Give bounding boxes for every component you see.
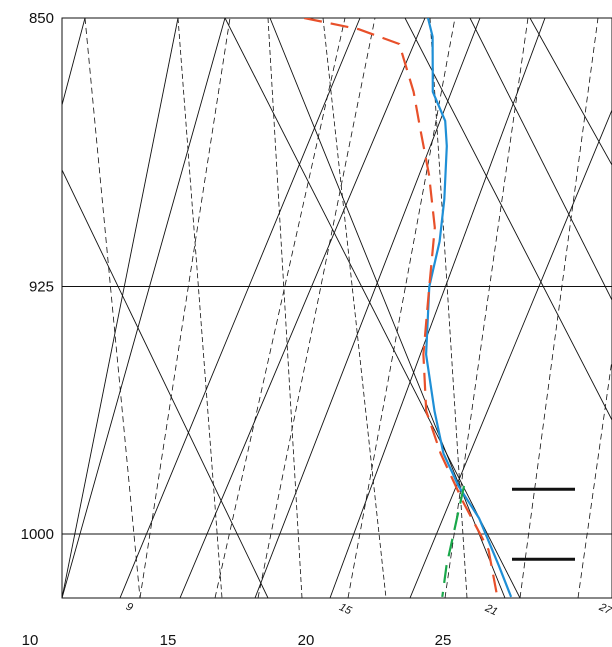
dry-adiabat-line [329, 18, 546, 598]
mixing-ratio-labels: 9 15 21 27 [124, 601, 612, 619]
x-tick-label-10: 10 [22, 632, 39, 647]
mixing-ratio-line [84, 18, 141, 598]
dry-adiabat-line [404, 18, 612, 421]
y-tick-label-1000: 1000 [21, 526, 54, 543]
dry-adiabat-line [469, 18, 612, 301]
dry-adiabat-line [62, 18, 179, 598]
mixing-ratio-line [444, 18, 529, 598]
dry-adiabat-line [62, 18, 226, 598]
mixing-ratio-line [347, 18, 456, 598]
pressure-gridlines [62, 17, 612, 535]
wind-barbs [512, 487, 575, 561]
dry-adiabat-line [529, 18, 612, 166]
moist-adiabat-line [177, 18, 223, 598]
y-tick-labels: 850 925 1000 [21, 10, 54, 543]
mixing-ratio-line [214, 18, 346, 598]
x-tick-label-15: 15 [160, 632, 177, 647]
x-tick-label-25: 25 [435, 632, 452, 647]
dry-adiabat-line [409, 109, 612, 598]
mixing-ratio-line [257, 18, 376, 598]
moist-adiabat-line [429, 18, 468, 598]
y-tick-label-925: 925 [29, 278, 54, 295]
x-tick-label-20: 20 [298, 632, 315, 647]
plot-frame [61, 17, 612, 599]
moist-adiabat-line [322, 18, 387, 598]
mixing-ratio-line [519, 18, 599, 598]
dry-adiabat-line [179, 18, 426, 598]
dry-adiabat-line [224, 18, 521, 598]
dry-adiabat-line [119, 18, 361, 598]
profile-line-1 [303, 18, 499, 598]
mixing-ratio-label-9: 9 [124, 601, 135, 614]
background-lines [62, 18, 612, 598]
dry-adiabat-line [62, 169, 269, 598]
mixing-ratio-label-27: 27 [596, 601, 612, 618]
dry-adiabat-line [62, 18, 86, 106]
x-tick-labels: 10 15 20 25 [22, 632, 452, 647]
mixing-ratio-line [577, 359, 612, 598]
profile-line-2 [441, 485, 466, 598]
mixing-ratio-label-15: 15 [337, 601, 354, 617]
dry-adiabat-line [269, 18, 506, 598]
profile-series [303, 18, 513, 598]
mixing-ratio-line [139, 18, 231, 598]
profile-line-0 [425, 18, 513, 598]
moist-adiabat-line [267, 18, 303, 598]
y-tick-label-850: 850 [29, 10, 54, 27]
mixing-ratio-label-21: 21 [482, 602, 499, 618]
